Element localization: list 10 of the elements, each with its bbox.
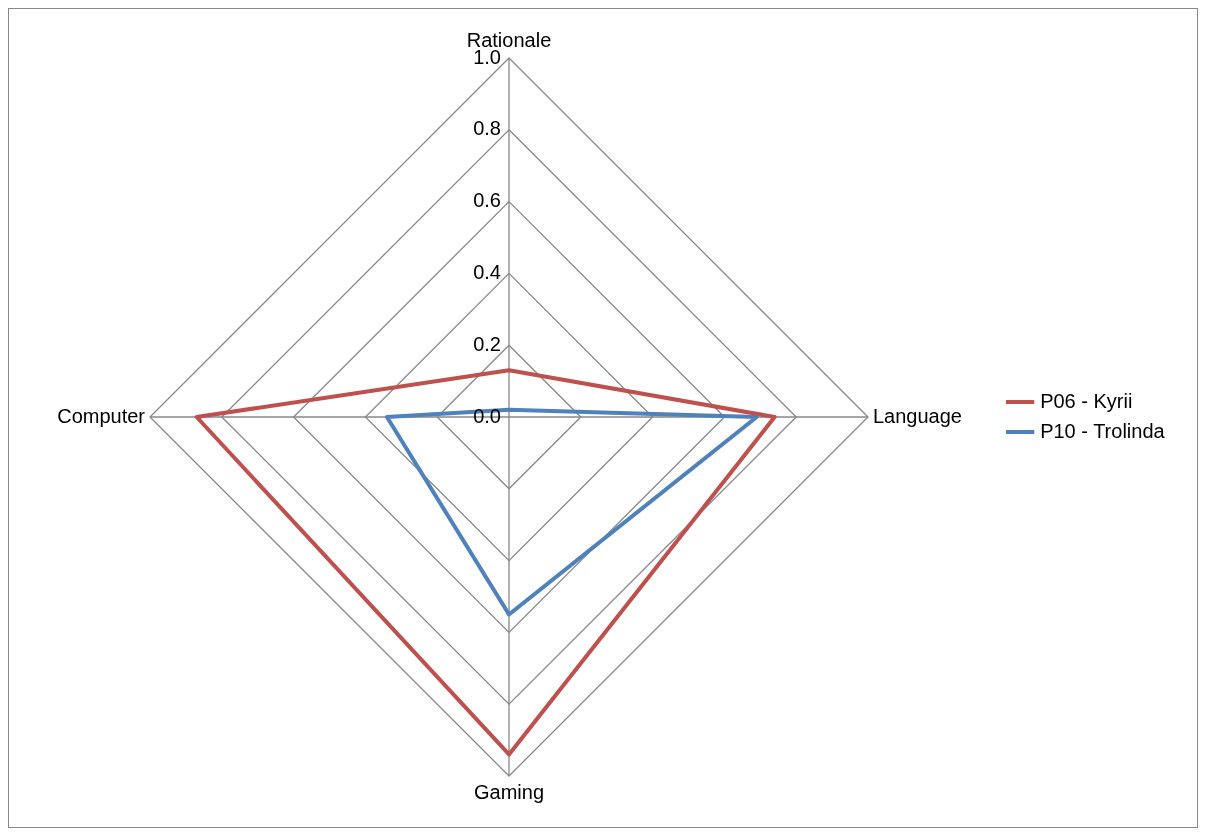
y-tick-label: 0.6	[473, 189, 501, 212]
y-tick-label: 0.4	[473, 260, 501, 283]
spoke-label: Language	[873, 404, 962, 427]
spoke-label: Computer	[57, 404, 146, 427]
y-tick-label: 0.8	[473, 117, 501, 140]
spoke-label: Gaming	[473, 780, 545, 803]
y-tick-label: 0.2	[473, 332, 501, 355]
legend-label: P10 - Trolinda	[1040, 419, 1166, 442]
spoke-label: Rationale	[466, 28, 552, 51]
legend-label: P06 - Kyrii	[1040, 389, 1133, 412]
